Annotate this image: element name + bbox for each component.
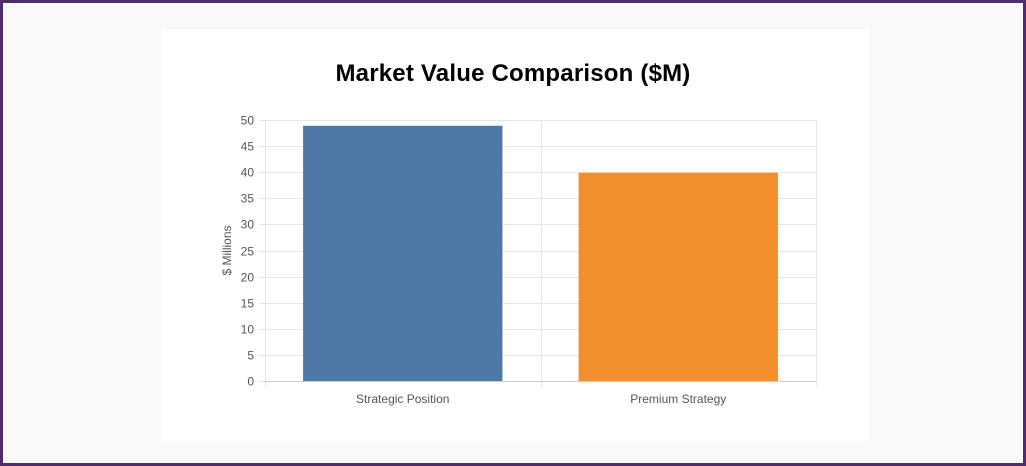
y-tick-label: 20 [241,271,255,285]
chart-title: Market Value Comparison ($M) [335,60,691,87]
x-tick-label: Premium Strategy [630,392,726,406]
y-tick-label: 40 [241,166,255,180]
y-tick-label: 45 [241,140,255,154]
bar [578,172,778,382]
bars [303,125,778,382]
y-tick-label: 10 [241,323,255,337]
x-axis-ticks: Strategic Position Premium Strategy [356,392,726,406]
y-tick-label: 25 [241,245,255,259]
y-tick-label: 35 [241,192,255,206]
y-axis-title: $ Millions [220,225,234,275]
x-tick-label: Strategic Position [356,392,449,406]
y-tick-label: 30 [241,218,255,232]
y-tick-label: 50 [241,114,255,128]
y-tick-label: 0 [247,375,254,389]
bar [303,125,503,382]
axes [265,120,816,382]
y-axis-ticks: 0 5 10 15 20 25 30 35 40 45 50 [241,114,255,389]
y-tick-label: 15 [241,297,255,311]
y-tick-label: 5 [247,349,254,363]
